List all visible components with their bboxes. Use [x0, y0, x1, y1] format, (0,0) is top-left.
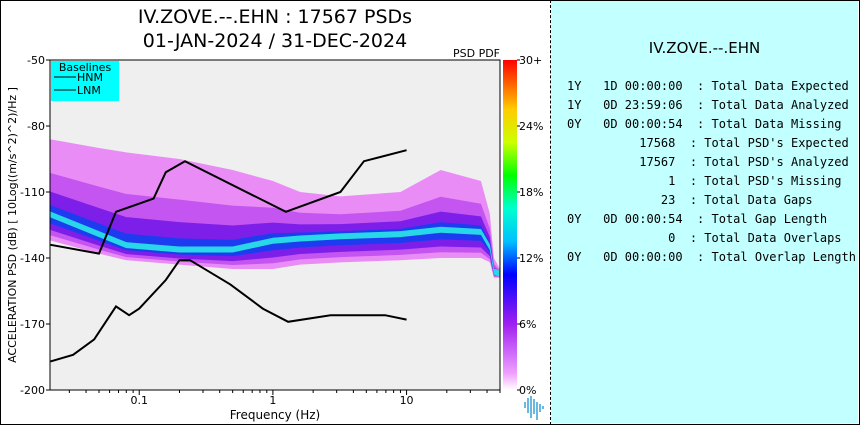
colorbar: [503, 60, 517, 390]
chart-date-range: 01-JAN-2024 / 31-DEC-2024: [142, 30, 408, 52]
stats-row: 23 : Total Data Gaps: [567, 193, 813, 207]
chart-title: IV.ZOVE.--.EHN : 17567 PSDs: [137, 6, 413, 28]
legend-entry: HNM: [77, 71, 103, 84]
stats-row: 0 : Total Data Overlaps: [567, 231, 842, 245]
stats-row: 17568 : Total PSD's Expected: [567, 136, 849, 150]
x-tick-label: 1: [269, 394, 276, 407]
stats-list: 1Y 1D 00:00:00 : Total Data Expected 1Y 0…: [567, 77, 856, 267]
stats-row: 0Y 0D 00:00:54 : Total Data Missing: [567, 117, 842, 131]
stats-row: 1Y 0D 23:59:06 : Total Data Analyzed: [567, 98, 849, 112]
baseline-lnm: [50, 259, 407, 363]
stats-row: 0Y 0D 00:00:54 : Total Gap Length: [567, 212, 828, 226]
divider: [550, 0, 551, 425]
y-tick-label: -200: [20, 384, 45, 397]
x-tick-label: 0.1: [130, 394, 148, 407]
plot-frame: [49, 59, 501, 391]
y-tick-label: -50: [27, 54, 45, 67]
plot-panel: IV.ZOVE.--.EHN : 17567 PSDs 01-JAN-2024 …: [6, 6, 544, 422]
stats-row: 0Y 0D 00:00:00 : Total Overlap Length: [567, 250, 856, 264]
pdf-subtitle: PSD PDF: [453, 47, 500, 60]
stats-title: IV.ZOVE.--.EHN: [648, 39, 761, 57]
y-axis-label: ACCELERATION PSD (dB) [ 10Log((m/s^2)^2)…: [6, 87, 19, 363]
y-tick-label: -110: [20, 186, 45, 199]
colorbar-label: 30+: [519, 54, 542, 67]
colorbar-label: 12%: [519, 252, 543, 265]
stats-panel: IV.ZOVE.--.EHN 1Y 1D 00:00:00 : Total Da…: [551, 1, 858, 423]
psd-pdf-chart: -50 -80 -110 -140 -170 -200 0.1 1 10 Frequency (H…: [6, 47, 544, 422]
stats-row: 17567 : Total PSD's Analyzed: [567, 155, 849, 169]
colorbar-label: 6%: [519, 318, 536, 331]
colorbar-label: 18%: [519, 186, 543, 199]
x-axis-label: Frequency (Hz): [230, 408, 321, 422]
pdf-band-mode: [50, 211, 500, 277]
y-tick-label: -80: [27, 120, 45, 133]
y-tick-label: -170: [20, 318, 45, 331]
legend-box: [51, 61, 119, 101]
stats-row: 1Y 1D 00:00:00 : Total Data Expected: [567, 79, 849, 93]
baseline-hnm: [50, 149, 407, 255]
legend-entry: LNM: [77, 84, 101, 97]
stats-row: 1 : Total PSD's Missing: [567, 174, 842, 188]
waveform-logo-icon: [524, 396, 544, 420]
x-tick-label: 10: [400, 394, 414, 407]
colorbar-label: 0%: [519, 384, 536, 397]
colorbar-label: 24%: [519, 120, 543, 133]
y-tick-label: -140: [20, 252, 45, 265]
legend-title: Baselines: [59, 61, 112, 74]
